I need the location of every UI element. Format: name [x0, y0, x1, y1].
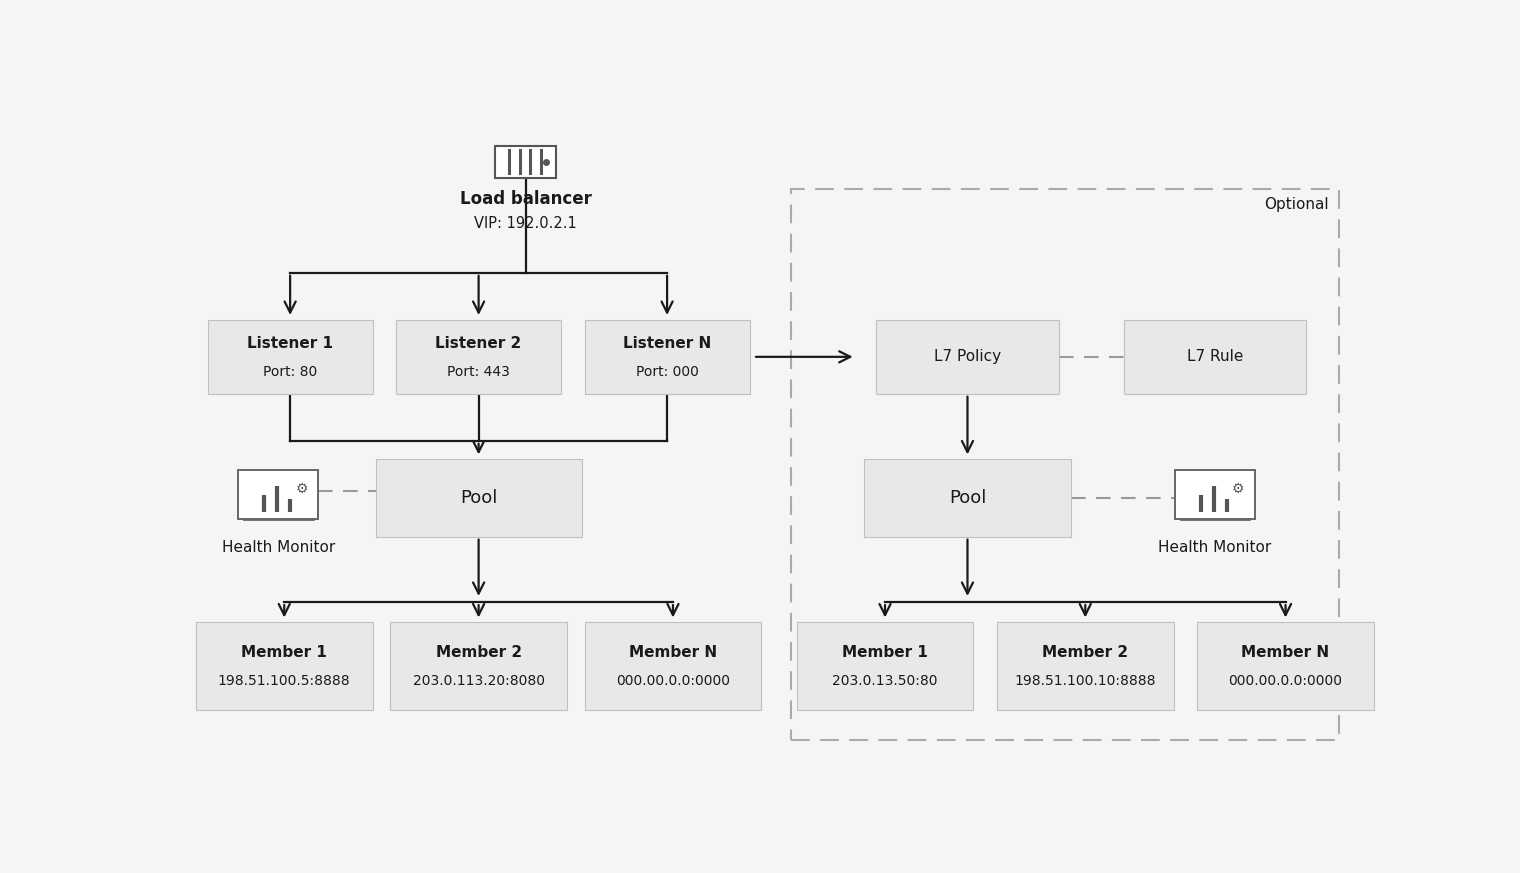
Text: Member N: Member N	[629, 645, 717, 660]
Text: Member 2: Member 2	[1043, 645, 1128, 660]
FancyBboxPatch shape	[585, 320, 749, 394]
Text: Health Monitor: Health Monitor	[222, 540, 334, 554]
Text: L7 Rule: L7 Rule	[1187, 349, 1243, 364]
Text: 203.0.13.50:80: 203.0.13.50:80	[833, 674, 938, 688]
FancyBboxPatch shape	[876, 320, 1059, 394]
FancyBboxPatch shape	[1175, 471, 1256, 519]
Text: 203.0.113.20:8080: 203.0.113.20:8080	[412, 674, 544, 688]
Text: Optional: Optional	[1265, 196, 1328, 212]
FancyBboxPatch shape	[375, 459, 582, 537]
Text: VIP: 192.0.2.1: VIP: 192.0.2.1	[474, 216, 578, 230]
Text: Listener N: Listener N	[623, 336, 711, 351]
Text: Port: 000: Port: 000	[635, 365, 699, 379]
Text: Listener 2: Listener 2	[436, 336, 521, 351]
Text: Pool: Pool	[948, 489, 986, 507]
Text: Member N: Member N	[1242, 645, 1330, 660]
Text: Load balancer: Load balancer	[459, 190, 591, 208]
Text: Listener 1: Listener 1	[248, 336, 333, 351]
FancyBboxPatch shape	[196, 622, 372, 710]
FancyBboxPatch shape	[239, 471, 318, 519]
FancyBboxPatch shape	[391, 622, 567, 710]
Text: 000.00.0.0:0000: 000.00.0.0:0000	[1228, 674, 1342, 688]
Text: 000.00.0.0:0000: 000.00.0.0:0000	[616, 674, 730, 688]
FancyBboxPatch shape	[208, 320, 372, 394]
Text: 198.51.100.5:8888: 198.51.100.5:8888	[217, 674, 351, 688]
Text: Pool: Pool	[461, 489, 497, 507]
Text: ⚙: ⚙	[1233, 482, 1245, 496]
FancyBboxPatch shape	[496, 146, 556, 178]
Text: 198.51.100.10:8888: 198.51.100.10:8888	[1014, 674, 1157, 688]
FancyBboxPatch shape	[1198, 622, 1374, 710]
Text: Port: 443: Port: 443	[447, 365, 511, 379]
FancyBboxPatch shape	[585, 622, 762, 710]
FancyBboxPatch shape	[397, 320, 561, 394]
Text: Health Monitor: Health Monitor	[1158, 540, 1272, 554]
FancyBboxPatch shape	[796, 622, 973, 710]
Text: Member 1: Member 1	[242, 645, 327, 660]
Text: Member 2: Member 2	[436, 645, 521, 660]
Text: Member 1: Member 1	[842, 645, 927, 660]
FancyBboxPatch shape	[1123, 320, 1306, 394]
FancyBboxPatch shape	[865, 459, 1070, 537]
FancyBboxPatch shape	[997, 622, 1173, 710]
Text: Port: 80: Port: 80	[263, 365, 318, 379]
Text: ⚙: ⚙	[296, 482, 309, 496]
Text: L7 Policy: L7 Policy	[933, 349, 1002, 364]
